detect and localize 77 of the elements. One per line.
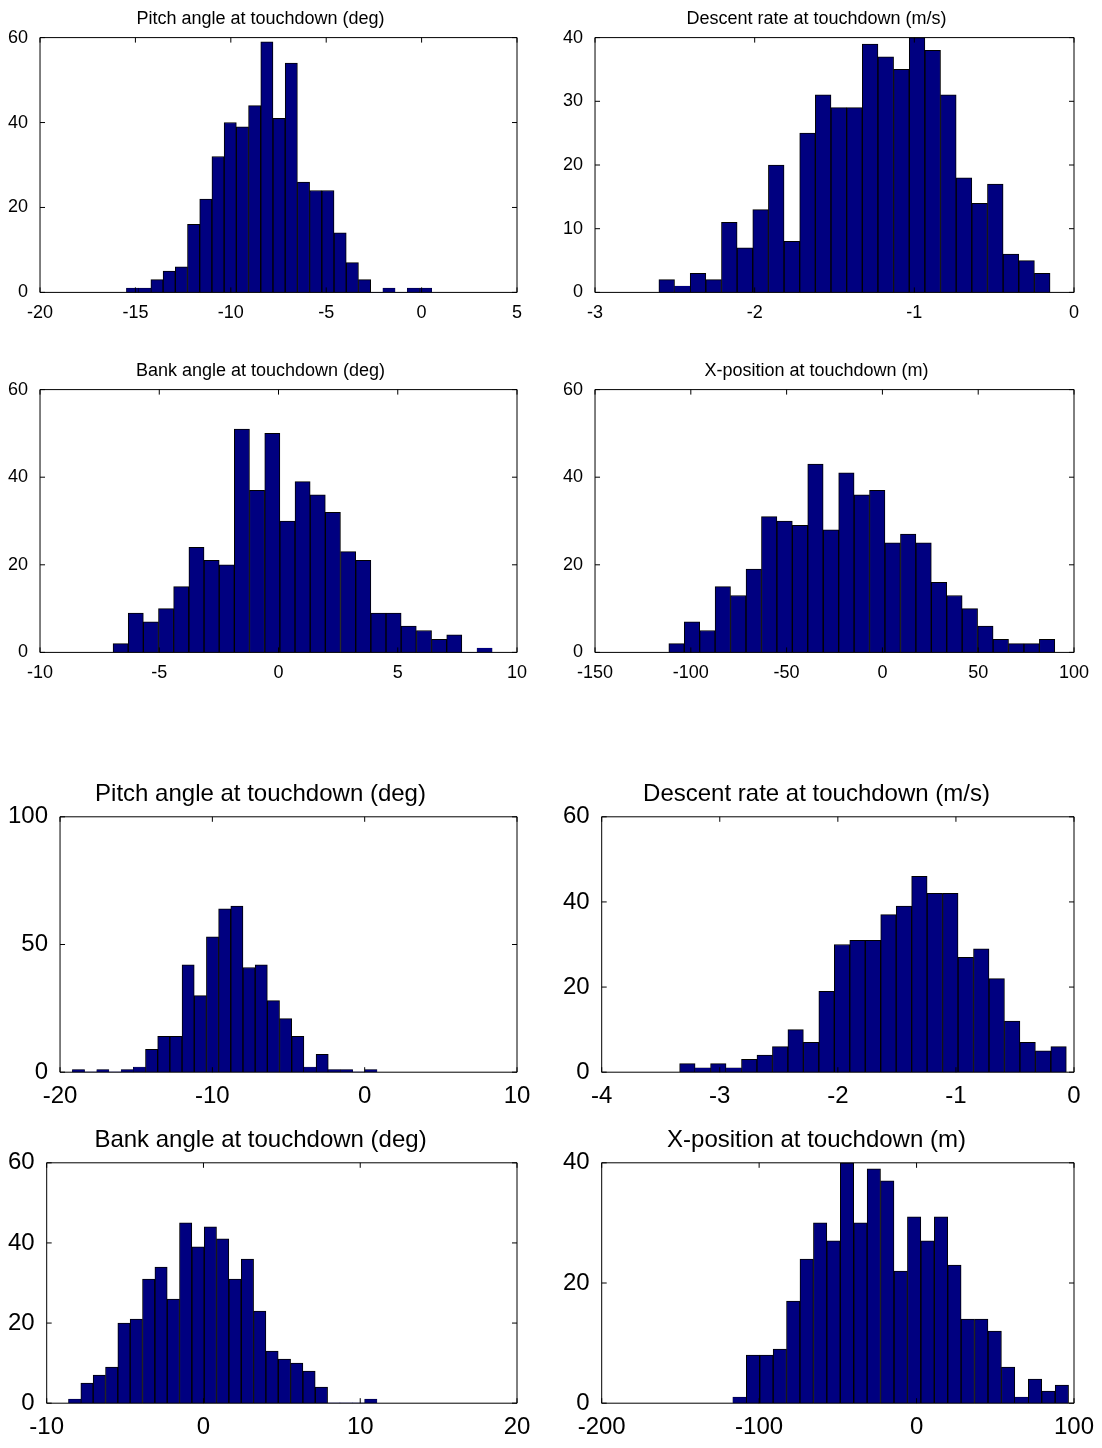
y-tick-label: 60 [562, 801, 590, 829]
x-tick-label: 0 [416, 302, 427, 323]
x-tick-label: -10 [217, 302, 244, 323]
y-tick-label: 60 [562, 378, 584, 399]
y-tick-label: 0 [18, 281, 29, 302]
x-tick-label: -20 [27, 302, 54, 323]
y-tick-label: 20 [7, 1307, 35, 1335]
x-tick-label: 0 [358, 1081, 372, 1109]
chart-title: Pitch angle at touchdown (deg) [95, 779, 426, 807]
x-tick-label: -50 [773, 662, 800, 683]
x-tick-label: 5 [392, 662, 403, 683]
x-tick-label: -150 [577, 662, 614, 683]
chart-title: X-position at touchdown (m) [667, 1125, 966, 1153]
x-tick-label: -2 [827, 1081, 849, 1109]
x-tick-label: -3 [709, 1081, 731, 1109]
x-tick-label: -15 [122, 302, 149, 323]
x-tick-label: 0 [1068, 302, 1080, 323]
y-tick-label: 50 [21, 929, 49, 957]
x-tick-label: 0 [273, 662, 284, 683]
x-tick-label: 10 [346, 1412, 374, 1440]
y-tick-label: 0 [576, 1387, 590, 1415]
x-tick-label: 20 [503, 1412, 531, 1440]
chart-title: Bank angle at touchdown (deg) [135, 359, 386, 380]
y-tick-label: 20 [562, 1267, 590, 1295]
x-tick-label: -10 [27, 662, 54, 683]
x-tick-label: -3 [587, 302, 604, 323]
y-tick-label: 10 [562, 217, 584, 238]
chart-title: Bank angle at touchdown (deg) [94, 1125, 427, 1153]
y-tick-label: 0 [573, 281, 584, 302]
x-tick-label: 0 [877, 662, 888, 683]
y-tick-label: 20 [562, 553, 584, 574]
y-tick-label: 0 [576, 1056, 590, 1084]
y-tick-label: 20 [7, 196, 29, 217]
x-tick-label: -2 [746, 302, 763, 323]
x-tick-label: -5 [318, 302, 335, 323]
x-tick-label: -1 [906, 302, 923, 323]
x-tick-label: -10 [29, 1412, 65, 1440]
chart-title: Descent rate at touchdown (m/s) [643, 779, 990, 807]
y-tick-label: 40 [7, 466, 29, 487]
y-tick-label: 0 [21, 1387, 35, 1415]
x-tick-label: 5 [511, 302, 523, 323]
x-tick-label: 50 [968, 662, 989, 683]
y-tick-label: 60 [7, 378, 29, 399]
y-tick-label: 20 [562, 971, 590, 999]
x-tick-label: -1 [945, 1081, 967, 1109]
x-tick-label: -4 [591, 1081, 613, 1109]
y-tick-label: 60 [7, 1147, 35, 1175]
chart-title: Pitch angle at touchdown (deg) [136, 7, 385, 28]
y-tick-label: 40 [562, 466, 584, 487]
x-tick-label: -10 [195, 1081, 230, 1109]
x-tick-label: 100 [1058, 662, 1090, 683]
y-tick-label: 40 [562, 26, 584, 47]
y-tick-label: 0 [34, 1056, 49, 1084]
chart-title: Descent rate at touchdown (m/s) [686, 7, 947, 28]
x-tick-label: -100 [735, 1412, 784, 1440]
y-tick-label: 40 [7, 111, 29, 132]
y-tick-label: 100 [8, 801, 49, 829]
x-tick-label: -100 [672, 662, 709, 683]
y-tick-label: 0 [573, 641, 584, 662]
x-tick-label: 0 [909, 1412, 924, 1440]
y-tick-label: 40 [562, 886, 590, 914]
x-tick-label: -5 [151, 662, 168, 683]
y-tick-label: 30 [562, 90, 584, 111]
x-tick-label: 10 [506, 662, 528, 683]
y-tick-label: 40 [7, 1227, 35, 1255]
x-tick-label: -20 [42, 1081, 78, 1109]
y-tick-label: 60 [7, 26, 29, 47]
chart-title: X-position at touchdown (m) [704, 359, 929, 380]
x-tick-label: 0 [196, 1412, 211, 1440]
x-tick-label: 10 [503, 1081, 531, 1109]
y-tick-label: 20 [7, 553, 29, 574]
x-tick-label: 100 [1053, 1412, 1095, 1440]
y-tick-label: 40 [562, 1147, 590, 1175]
x-tick-label: 0 [1067, 1081, 1081, 1109]
x-tick-label: -200 [577, 1412, 626, 1440]
y-tick-label: 0 [18, 641, 29, 662]
y-tick-label: 20 [562, 153, 584, 174]
